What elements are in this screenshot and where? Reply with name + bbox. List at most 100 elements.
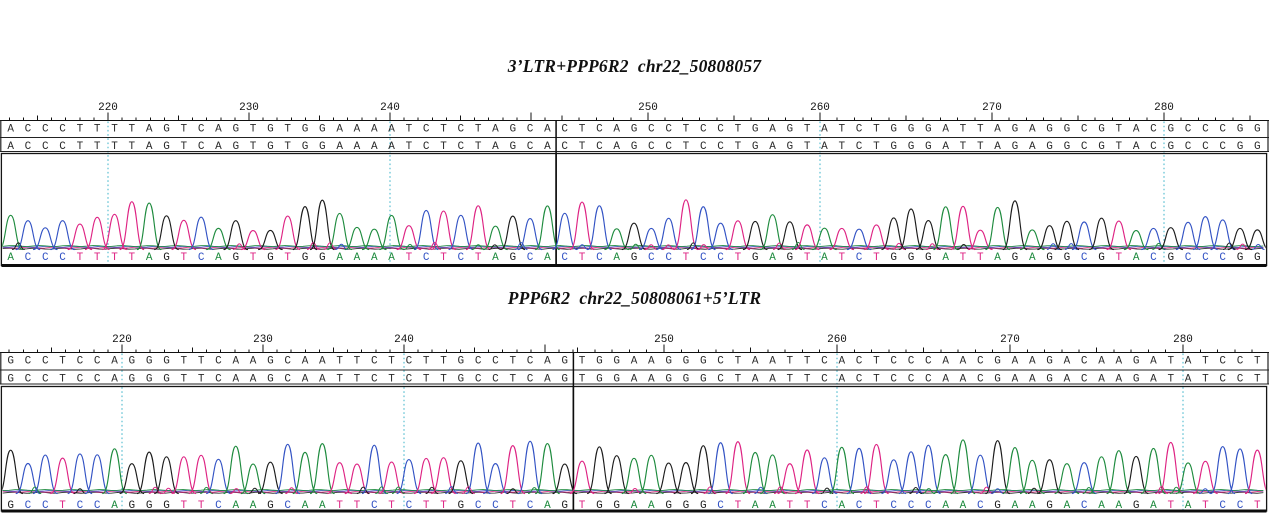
sequence-letter: A [752, 356, 759, 368]
sequence-letter: T [284, 141, 291, 153]
sequence-letter: G [163, 252, 170, 264]
sequence-letter: G [163, 374, 170, 386]
trace-peak [119, 201, 145, 251]
trace-peak [760, 214, 785, 251]
sequence-letter: A [769, 356, 776, 368]
sequence-letter: C [925, 356, 932, 368]
sequence-letter: C [717, 141, 724, 153]
sequence-letter: C [406, 356, 413, 368]
sequence-letter: T [683, 252, 690, 264]
sequence-letter: G [925, 252, 932, 264]
sequence-letter: T [1254, 356, 1261, 368]
sequence-letter: A [302, 356, 309, 368]
ruler-label: 240 [380, 102, 400, 114]
sequence-letter: C [527, 356, 534, 368]
trace-minor-bump [820, 487, 834, 494]
trace-minor-bump [644, 244, 658, 250]
sequence-letter: T [423, 374, 430, 386]
sequence-letter: A [960, 374, 967, 386]
trace-peak [517, 440, 543, 495]
sequence-letter: C [527, 141, 534, 153]
trace-peak [292, 206, 318, 251]
trace-peak [1175, 462, 1201, 495]
sequence-letter: G [509, 252, 516, 264]
sequence-letter: T [336, 500, 343, 512]
sequence-letter: G [146, 500, 153, 512]
ruler-label: 270 [982, 102, 1002, 114]
sequence-letter: T [579, 252, 586, 264]
sequence-letter: C [492, 356, 499, 368]
sequence-letter: A [250, 500, 257, 512]
sequence-letter: G [146, 356, 153, 368]
sequence-letter: T [440, 252, 447, 264]
sequence-letter: T [354, 356, 361, 368]
trace-minor-bump [391, 486, 405, 494]
sequence-letter: C [856, 141, 863, 153]
sequence-letter: C [527, 124, 534, 136]
sequence-letter: G [752, 141, 759, 153]
trace-peak [916, 444, 941, 495]
sequence-letter: T [1254, 500, 1261, 512]
sequence-letter: C [527, 500, 534, 512]
sequence-letter: T [198, 374, 205, 386]
trace-peak [638, 454, 664, 495]
sequence-letter: C [908, 500, 915, 512]
sequence-letter: G [146, 374, 153, 386]
trace-peak [552, 212, 578, 251]
sequence-letter: A [336, 124, 343, 136]
trace-peak [136, 451, 162, 495]
ruler-label: 230 [239, 102, 259, 114]
trace-peak [361, 228, 387, 251]
sequence-letter: G [631, 124, 638, 136]
sequence-letter: C [77, 356, 84, 368]
sequence-letter: A [838, 500, 845, 512]
trace-peak [206, 227, 231, 251]
sequence-letter: G [787, 141, 794, 153]
trace-peak [587, 446, 612, 495]
trace-peak [240, 463, 266, 495]
trace-peak [1037, 459, 1062, 495]
sequence-letter: G [232, 124, 239, 136]
sequence-letter: A [1012, 356, 1019, 368]
sequence-letter: C [77, 374, 84, 386]
panel-title-bottom: PPP6R2 chr22_50808061+5’LTR [507, 288, 762, 308]
sequence-letter: T [977, 124, 984, 136]
trace-peak [846, 228, 872, 251]
sequence-letter: A [232, 500, 239, 512]
sequence-letter: T [960, 141, 967, 153]
sequence-letter: G [1133, 374, 1140, 386]
trace-minor-bump [686, 242, 700, 250]
sequence-letter: T [198, 500, 205, 512]
sequence-letter: A [250, 374, 257, 386]
trace-minor-bump [1169, 486, 1183, 494]
sequence-letter: A [388, 124, 395, 136]
trace-peak [223, 445, 249, 495]
sequence-letter: C [371, 500, 378, 512]
sequence-letter: G [1012, 252, 1019, 264]
trace-peak [258, 229, 283, 251]
sequence-letter: A [319, 356, 326, 368]
trace-minor-bump [306, 242, 320, 250]
sequence-letter: G [1254, 141, 1261, 153]
sequence-letter: G [613, 356, 620, 368]
sequence-letter: C [215, 500, 222, 512]
sequence-letter: G [7, 374, 14, 386]
sequence-letter: C [717, 500, 724, 512]
sequence-letter: C [890, 356, 897, 368]
sequence-letter: A [1185, 500, 1192, 512]
sequence-letter: C [215, 356, 222, 368]
sequence-letter: G [908, 141, 915, 153]
sequence-letter: C [890, 500, 897, 512]
sequence-letter: G [752, 124, 759, 136]
sequence-letter: A [1012, 374, 1019, 386]
sequence-letter: C [717, 356, 724, 368]
sequence-letter: C [423, 141, 430, 153]
trace-peak [933, 206, 959, 251]
sequence-letter: A [752, 500, 759, 512]
sequence-letter: G [1046, 124, 1053, 136]
sequence-letter: G [596, 500, 603, 512]
sequence-letter: C [423, 124, 430, 136]
sequence-letter: G [1237, 252, 1244, 264]
sequence-letter: T [683, 124, 690, 136]
